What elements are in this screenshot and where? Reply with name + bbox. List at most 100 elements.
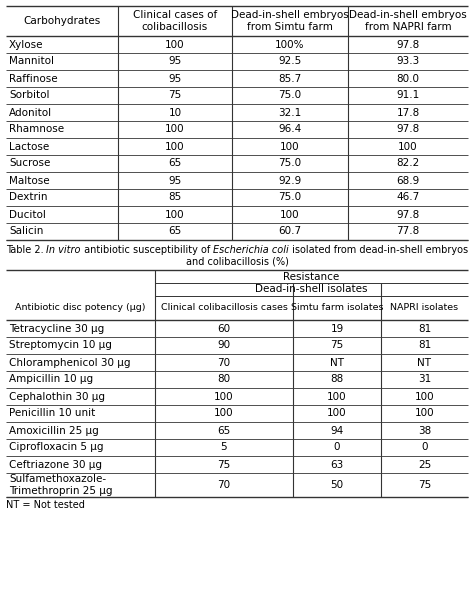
Text: 75: 75 bbox=[418, 480, 431, 490]
Text: Ampicillin 10 μg: Ampicillin 10 μg bbox=[9, 374, 93, 384]
Text: Chloramphenicol 30 μg: Chloramphenicol 30 μg bbox=[9, 358, 130, 368]
Text: 92.9: 92.9 bbox=[278, 176, 301, 186]
Text: 75: 75 bbox=[330, 340, 344, 350]
Text: Clinical colibacillosis cases: Clinical colibacillosis cases bbox=[161, 303, 287, 312]
Text: Salicin: Salicin bbox=[9, 227, 44, 236]
Text: 100: 100 bbox=[165, 209, 185, 220]
Text: Amoxicillin 25 μg: Amoxicillin 25 μg bbox=[9, 425, 99, 436]
Text: Sulfamethoxazole-
Trimethroprin 25 μg: Sulfamethoxazole- Trimethroprin 25 μg bbox=[9, 474, 112, 496]
Text: 65: 65 bbox=[168, 158, 182, 168]
Text: 70: 70 bbox=[218, 358, 230, 368]
Text: NT = Not tested: NT = Not tested bbox=[6, 500, 85, 510]
Text: 85.7: 85.7 bbox=[278, 74, 301, 83]
Text: 100: 100 bbox=[398, 142, 418, 152]
Text: 77.8: 77.8 bbox=[396, 227, 419, 236]
Text: 5: 5 bbox=[221, 443, 228, 453]
Text: 88: 88 bbox=[330, 374, 344, 384]
Text: Sucrose: Sucrose bbox=[9, 158, 50, 168]
Text: Rhamnose: Rhamnose bbox=[9, 124, 64, 134]
Text: 75: 75 bbox=[218, 459, 231, 469]
Text: Simtu farm isolates: Simtu farm isolates bbox=[291, 303, 383, 312]
Text: Sorbitol: Sorbitol bbox=[9, 90, 49, 101]
Text: 100: 100 bbox=[165, 124, 185, 134]
Text: Raffinose: Raffinose bbox=[9, 74, 58, 83]
Text: 10: 10 bbox=[168, 108, 182, 117]
Text: 92.5: 92.5 bbox=[278, 57, 301, 67]
Text: Cephalothin 30 μg: Cephalothin 30 μg bbox=[9, 392, 105, 402]
Text: Ciprofloxacin 5 μg: Ciprofloxacin 5 μg bbox=[9, 443, 103, 453]
Text: 60.7: 60.7 bbox=[278, 227, 301, 236]
Text: 17.8: 17.8 bbox=[396, 108, 419, 117]
Text: NT: NT bbox=[330, 358, 344, 368]
Text: 85: 85 bbox=[168, 193, 182, 202]
Text: Clinical cases of
colibacillosis: Clinical cases of colibacillosis bbox=[133, 10, 217, 32]
Text: 90: 90 bbox=[218, 340, 230, 350]
Text: 97.8: 97.8 bbox=[396, 39, 419, 49]
Text: 95: 95 bbox=[168, 176, 182, 186]
Text: 65: 65 bbox=[218, 425, 231, 436]
Text: 75.0: 75.0 bbox=[278, 90, 301, 101]
Text: 95: 95 bbox=[168, 74, 182, 83]
Text: Dead-in-shell embryos
from Simtu farm: Dead-in-shell embryos from Simtu farm bbox=[231, 10, 349, 32]
Text: Dextrin: Dextrin bbox=[9, 193, 47, 202]
Text: 75.0: 75.0 bbox=[278, 193, 301, 202]
Text: 100: 100 bbox=[327, 409, 347, 418]
Text: 100%: 100% bbox=[275, 39, 305, 49]
Text: Table 2.: Table 2. bbox=[6, 245, 46, 255]
Text: 25: 25 bbox=[418, 459, 431, 469]
Text: Lactose: Lactose bbox=[9, 142, 49, 152]
Text: 100: 100 bbox=[327, 392, 347, 402]
Text: 38: 38 bbox=[418, 425, 431, 436]
Text: 100: 100 bbox=[214, 392, 234, 402]
Text: 63: 63 bbox=[330, 459, 344, 469]
Text: isolated from dead-in-shell embryos: isolated from dead-in-shell embryos bbox=[289, 245, 468, 255]
Text: Streptomycin 10 μg: Streptomycin 10 μg bbox=[9, 340, 112, 350]
Text: Dead-in-shell isolates: Dead-in-shell isolates bbox=[255, 284, 368, 295]
Text: Resistance: Resistance bbox=[283, 271, 340, 281]
Text: 80.0: 80.0 bbox=[396, 74, 419, 83]
Text: Xylose: Xylose bbox=[9, 39, 44, 49]
Text: 80: 80 bbox=[218, 374, 230, 384]
Text: 100: 100 bbox=[165, 39, 185, 49]
Text: NAPRI isolates: NAPRI isolates bbox=[391, 303, 458, 312]
Text: Ceftriazone 30 μg: Ceftriazone 30 μg bbox=[9, 459, 102, 469]
Text: 100: 100 bbox=[280, 209, 300, 220]
Text: 100: 100 bbox=[415, 392, 434, 402]
Text: Tetracycline 30 μg: Tetracycline 30 μg bbox=[9, 324, 104, 334]
Text: 96.4: 96.4 bbox=[278, 124, 301, 134]
Text: 100: 100 bbox=[280, 142, 300, 152]
Text: 97.8: 97.8 bbox=[396, 209, 419, 220]
Text: 0: 0 bbox=[421, 443, 428, 453]
Text: 93.3: 93.3 bbox=[396, 57, 419, 67]
Text: 94: 94 bbox=[330, 425, 344, 436]
Text: In vitro: In vitro bbox=[46, 245, 81, 255]
Text: 70: 70 bbox=[218, 480, 230, 490]
Text: Carbohydrates: Carbohydrates bbox=[23, 16, 100, 26]
Text: 0: 0 bbox=[334, 443, 340, 453]
Text: 50: 50 bbox=[330, 480, 344, 490]
Text: 82.2: 82.2 bbox=[396, 158, 419, 168]
Text: Mannitol: Mannitol bbox=[9, 57, 54, 67]
Text: 100: 100 bbox=[165, 142, 185, 152]
Text: 75.0: 75.0 bbox=[278, 158, 301, 168]
Text: 32.1: 32.1 bbox=[278, 108, 301, 117]
Text: 97.8: 97.8 bbox=[396, 124, 419, 134]
Text: Ducitol: Ducitol bbox=[9, 209, 46, 220]
Text: 91.1: 91.1 bbox=[396, 90, 419, 101]
Text: 31: 31 bbox=[418, 374, 431, 384]
Text: 81: 81 bbox=[418, 324, 431, 334]
Text: Adonitol: Adonitol bbox=[9, 108, 52, 117]
Text: 100: 100 bbox=[415, 409, 434, 418]
Text: 81: 81 bbox=[418, 340, 431, 350]
Text: 60: 60 bbox=[218, 324, 230, 334]
Text: 65: 65 bbox=[168, 227, 182, 236]
Text: Maltose: Maltose bbox=[9, 176, 50, 186]
Text: NT: NT bbox=[418, 358, 431, 368]
Text: 46.7: 46.7 bbox=[396, 193, 419, 202]
Text: Escherichia coli: Escherichia coli bbox=[213, 245, 289, 255]
Text: 68.9: 68.9 bbox=[396, 176, 419, 186]
Text: 75: 75 bbox=[168, 90, 182, 101]
Text: antibiotic susceptibility of: antibiotic susceptibility of bbox=[81, 245, 213, 255]
Text: and colibacillosis (%): and colibacillosis (%) bbox=[185, 256, 289, 266]
Text: 95: 95 bbox=[168, 57, 182, 67]
